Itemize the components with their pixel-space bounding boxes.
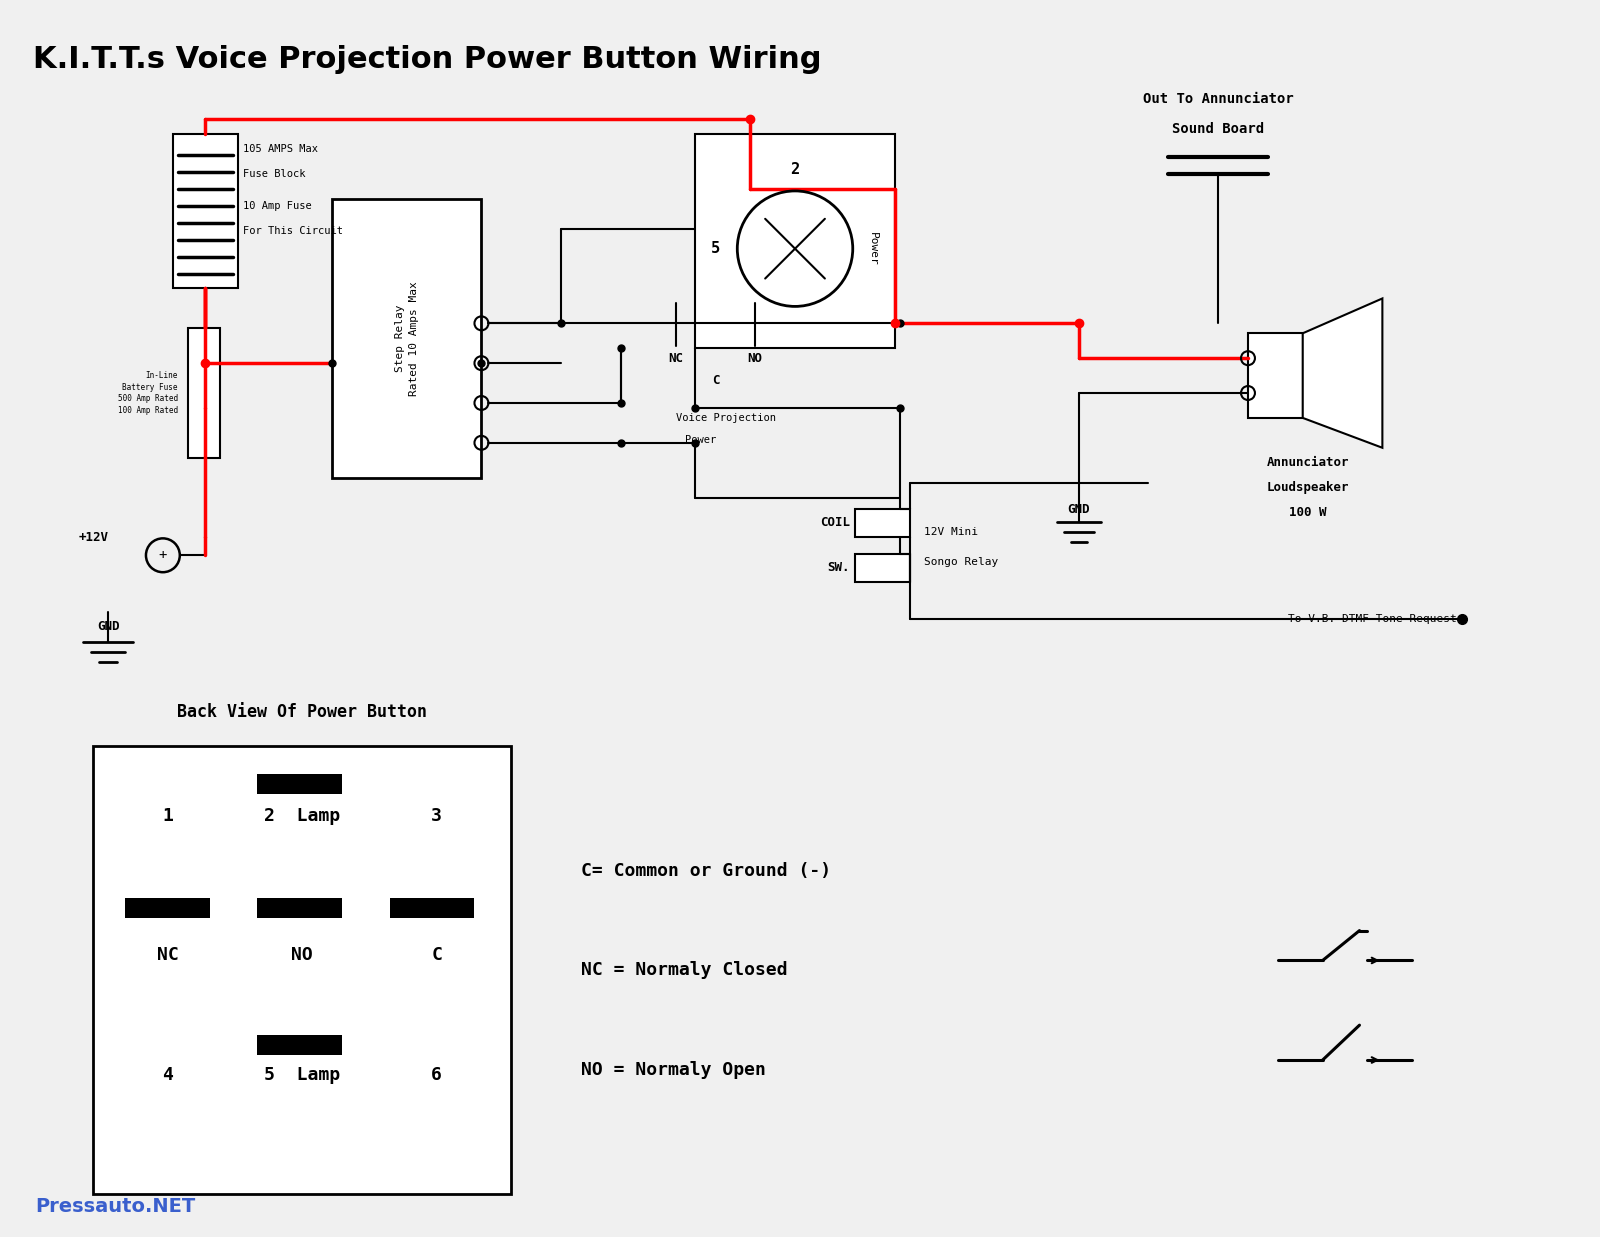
Bar — [1248, 333, 1302, 418]
Text: For This Circuit: For This Circuit — [243, 225, 342, 236]
Text: Pressauto.NET: Pressauto.NET — [35, 1196, 195, 1216]
Bar — [173, 134, 237, 288]
Bar — [854, 554, 909, 583]
Bar — [258, 898, 342, 918]
Text: COIL: COIL — [819, 516, 850, 529]
Bar — [93, 746, 512, 1195]
Text: 100 W: 100 W — [1290, 506, 1326, 520]
Text: Step Relay
Rated 10 Amps Max: Step Relay Rated 10 Amps Max — [395, 281, 419, 396]
Text: NC = Normaly Closed: NC = Normaly Closed — [581, 961, 787, 980]
Bar — [333, 199, 482, 477]
Text: NO: NO — [747, 351, 763, 365]
Text: Out To Annunciator: Out To Annunciator — [1142, 93, 1293, 106]
Text: NC: NC — [157, 946, 179, 965]
Text: 10 Amp Fuse: 10 Amp Fuse — [243, 200, 312, 210]
Text: GND: GND — [98, 621, 120, 633]
Text: 5  Lamp: 5 Lamp — [264, 1066, 341, 1084]
Bar — [258, 1035, 342, 1055]
Text: 5: 5 — [710, 241, 720, 256]
Text: Voice Projection: Voice Projection — [675, 413, 776, 423]
Text: 4: 4 — [163, 1066, 173, 1084]
Text: Power: Power — [867, 231, 878, 266]
Text: NO = Normaly Open: NO = Normaly Open — [581, 1061, 766, 1079]
Text: Sound Board: Sound Board — [1173, 122, 1264, 136]
Bar — [125, 898, 210, 918]
Text: To V.B. DTMF Tone Request: To V.B. DTMF Tone Request — [1288, 614, 1458, 623]
Text: Songo Relay: Songo Relay — [925, 557, 998, 568]
Text: Back View Of Power Button: Back View Of Power Button — [178, 703, 427, 721]
Text: K.I.T.T.s Voice Projection Power Button Wiring: K.I.T.T.s Voice Projection Power Button … — [34, 45, 822, 73]
Text: C= Common or Ground (-): C= Common or Ground (-) — [581, 862, 830, 880]
Text: 2  Lamp: 2 Lamp — [264, 807, 341, 825]
Bar — [258, 774, 342, 794]
Text: 105 AMPS Max: 105 AMPS Max — [243, 145, 317, 155]
Polygon shape — [1302, 298, 1382, 448]
Text: 1: 1 — [163, 807, 173, 825]
Text: C: C — [712, 374, 718, 387]
Text: NO: NO — [291, 946, 314, 965]
Text: SW.: SW. — [827, 560, 850, 574]
Text: +12V: +12V — [78, 531, 109, 544]
Text: Fuse Block: Fuse Block — [243, 169, 306, 179]
Text: NC: NC — [669, 351, 683, 365]
Text: GND: GND — [1067, 503, 1090, 516]
Text: 12V Mini: 12V Mini — [925, 527, 979, 537]
Text: 2: 2 — [790, 162, 800, 177]
Bar — [187, 328, 219, 458]
Text: Annunciator: Annunciator — [1267, 456, 1349, 469]
Bar — [696, 134, 894, 349]
Text: +: + — [158, 548, 166, 563]
Text: In-Line
Battery Fuse
500 Amp Rated
100 Amp Rated: In-Line Battery Fuse 500 Amp Rated 100 A… — [118, 371, 178, 416]
Text: C: C — [432, 946, 442, 965]
Text: Power: Power — [685, 435, 717, 445]
Text: 3: 3 — [432, 807, 442, 825]
Bar — [390, 898, 475, 918]
Bar — [854, 510, 909, 537]
Text: Loudspeaker: Loudspeaker — [1267, 481, 1349, 494]
Text: 6: 6 — [432, 1066, 442, 1084]
